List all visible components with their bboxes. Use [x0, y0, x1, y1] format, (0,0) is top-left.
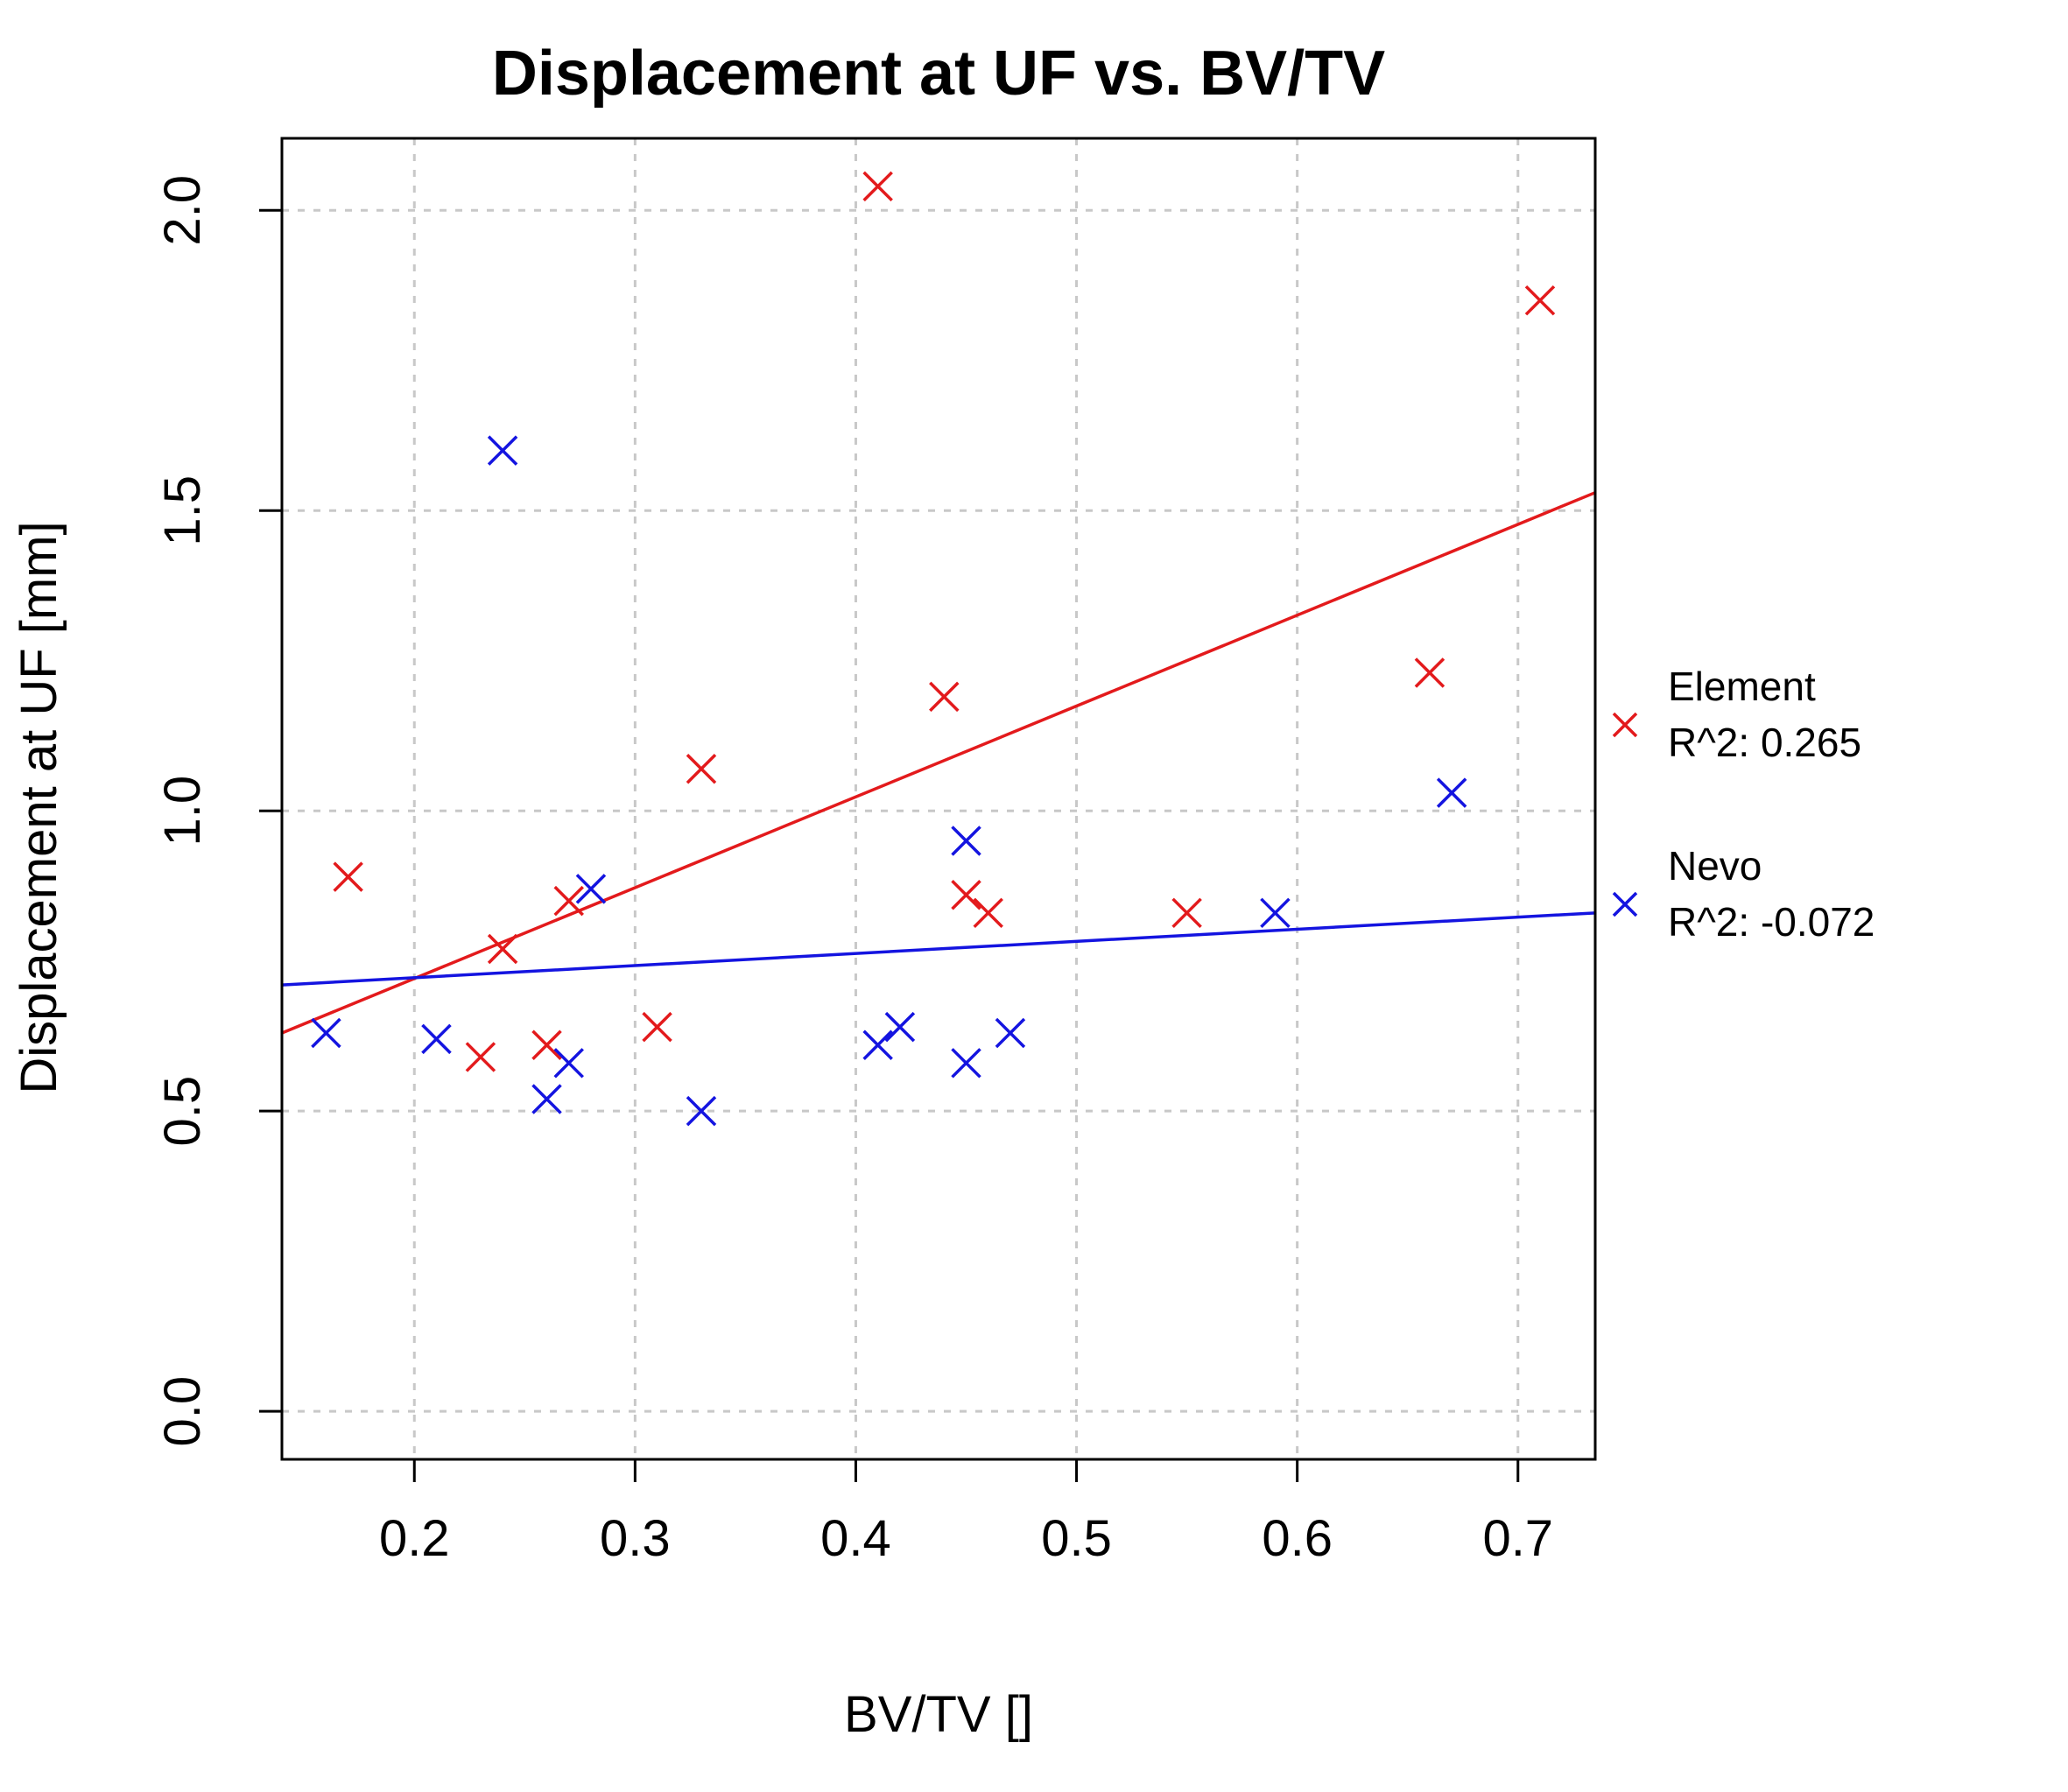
legend: Element R^2: 0.265 Nevo R^2: -0.072 [1612, 664, 1875, 945]
data-point-element [487, 933, 518, 965]
y-axis-title: Displacement at UF [mm] [11, 521, 67, 1093]
legend-label-nevo: Nevo [1668, 843, 1762, 889]
data-point-element [465, 1042, 496, 1072]
data-point-element [951, 880, 981, 910]
data-point-nevo [487, 435, 518, 466]
data-point-nevo [575, 874, 607, 904]
legend-r2-nevo: R^2: -0.072 [1668, 899, 1875, 945]
data-point-element [531, 1030, 562, 1060]
data-point-nevo [686, 1095, 717, 1127]
data-point-element [1524, 285, 1556, 316]
data-point-nevo [531, 1084, 562, 1114]
y-tick-label: 0.5 [154, 1076, 211, 1147]
x-tick-label: 0.3 [600, 1510, 671, 1567]
legend-r2-element: R^2: 0.265 [1668, 720, 1861, 765]
x-tick-label: 0.4 [820, 1510, 891, 1567]
legend-item-nevo: Nevo R^2: -0.072 [1612, 843, 1875, 945]
data-point-nevo [995, 1017, 1026, 1049]
data-points [311, 171, 1556, 1127]
data-point-nevo [951, 826, 981, 856]
y-tick-label: 2.0 [154, 175, 211, 246]
legend-marker-nevo [1612, 891, 1638, 917]
data-point-element [333, 861, 363, 892]
data-point-nevo [1436, 777, 1467, 808]
x-tick-label: 0.7 [1482, 1510, 1553, 1567]
data-point-element [973, 897, 1003, 929]
y-tick-label: 1.0 [154, 776, 211, 847]
legend-x-element [1612, 712, 1638, 738]
data-point-element [553, 885, 584, 917]
x-tick-label: 0.5 [1041, 1510, 1112, 1567]
data-point-nevo [553, 1048, 584, 1079]
data-point-nevo [311, 1017, 341, 1049]
data-point-element [862, 171, 893, 202]
data-point-nevo [951, 1048, 981, 1079]
data-point-nevo [884, 1011, 916, 1043]
chart-title: Displacement at UF vs. BV/TV [492, 39, 1385, 109]
legend-marker-element [1612, 712, 1638, 738]
data-point-nevo [862, 1030, 893, 1060]
legend-label-element: Element [1668, 664, 1816, 709]
legend-x-nevo [1612, 891, 1638, 917]
x-tick-label: 0.6 [1262, 1510, 1333, 1567]
data-point-element [1414, 657, 1445, 688]
regression-lines [281, 491, 1596, 1035]
data-point-element [686, 753, 717, 784]
data-point-element [929, 681, 960, 713]
fit-line-element [281, 491, 1596, 1035]
data-point-element [642, 1011, 672, 1043]
y-axis: 0.0 0.5 1.0 1.5 2.0 [154, 175, 282, 1446]
legend-item-element: Element R^2: 0.265 [1612, 664, 1861, 765]
x-tick-label: 0.2 [379, 1510, 450, 1567]
x-axis: 0.2 0.3 0.4 0.5 0.6 0.7 [379, 1459, 1553, 1567]
gridlines [282, 138, 1595, 1459]
y-tick-label: 0.0 [154, 1376, 211, 1447]
data-point-nevo [421, 1023, 452, 1055]
plot-frame [280, 137, 1597, 1461]
fit-line-nevo [281, 911, 1596, 987]
y-tick-label: 1.5 [154, 475, 211, 546]
x-axis-title: BV/TV [] [844, 1686, 1033, 1743]
data-point-nevo [1260, 897, 1291, 929]
data-point-element [1171, 897, 1202, 929]
